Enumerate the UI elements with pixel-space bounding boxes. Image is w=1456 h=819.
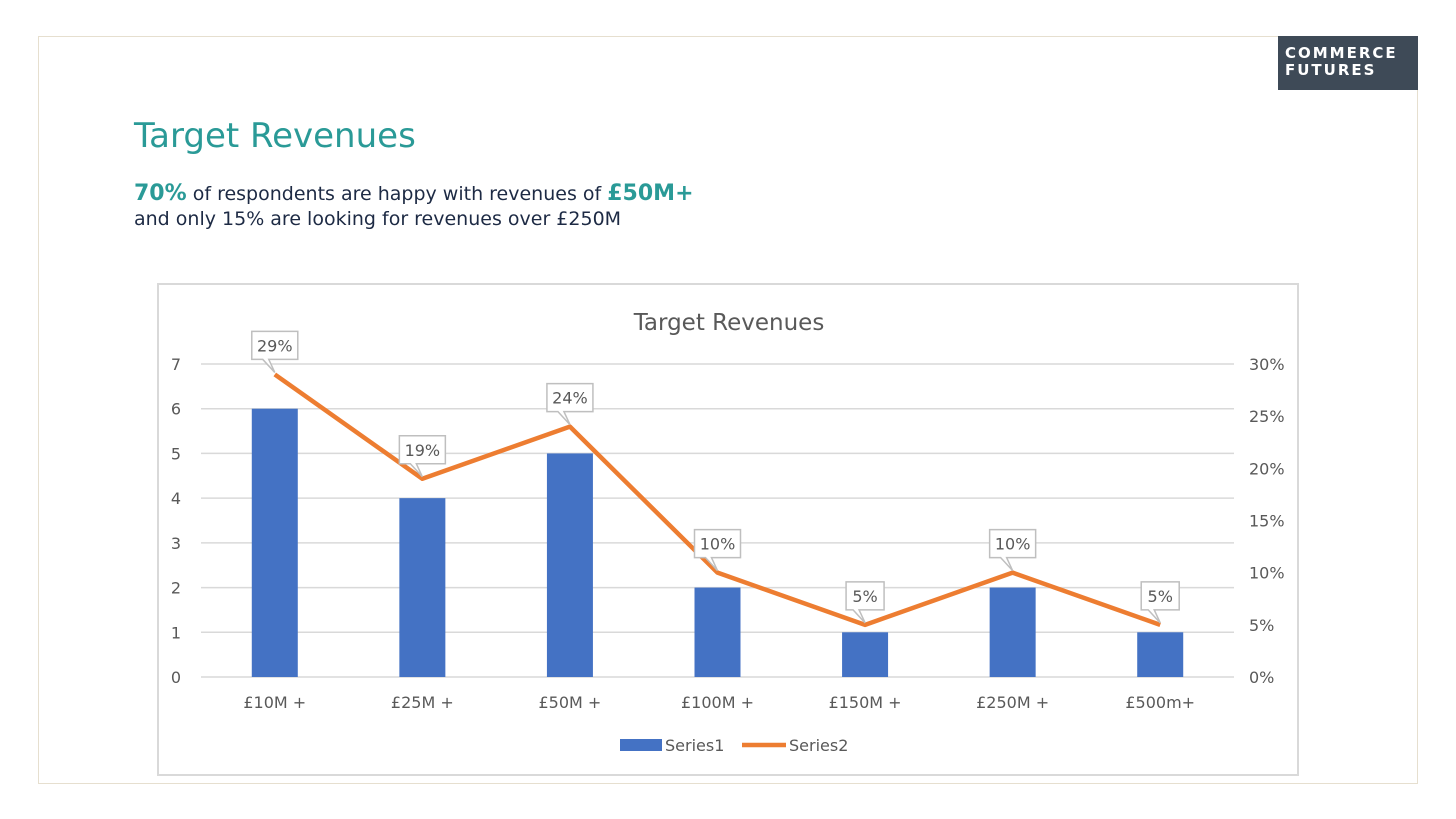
- data-label: 5%: [1148, 587, 1173, 606]
- subtitle-line-1: 70% of respondents are happy with revenu…: [134, 181, 694, 207]
- bar-series1: [251, 408, 298, 677]
- y-right-tick-label: 25%: [1249, 407, 1285, 426]
- subtitle-line-2: and only 15% are looking for revenues ov…: [134, 208, 622, 230]
- y-left-tick-label: 5: [171, 444, 181, 463]
- x-tick-label: £500m+: [1125, 693, 1195, 712]
- y-left-tick-label: 0: [171, 668, 181, 687]
- x-tick-label: £25M +: [391, 693, 454, 712]
- chart-title: Target Revenues: [633, 310, 825, 336]
- y-right-tick-label: 20%: [1249, 459, 1285, 478]
- subtitle: 70% of respondents are happy with revenu…: [134, 181, 694, 232]
- data-label-callout: [546, 382, 594, 426]
- brand-logo: COMMERCE FUTURES: [1278, 36, 1418, 90]
- page-title: Target Revenues: [134, 116, 416, 156]
- data-label: 24%: [552, 389, 588, 408]
- line-series2: [273, 372, 1161, 628]
- x-tick-label: £50M +: [539, 693, 602, 712]
- y-left-tick-label: 6: [171, 400, 181, 419]
- y-left-tick-label: 7: [171, 355, 181, 374]
- data-label: 5%: [852, 587, 877, 606]
- legend-label-series2: Series2: [789, 736, 848, 755]
- y-left-tick-label: 1: [171, 623, 181, 642]
- data-label-callout: [1140, 581, 1180, 624]
- legend-label-series1: Series1: [665, 736, 724, 755]
- logo-line-2: FUTURES: [1285, 61, 1377, 79]
- y-right-tick-label: 30%: [1249, 355, 1285, 374]
- chart-container: Target Revenues 0 1 2 3 4 5 6 7 0% 5% 10% 15% 20% 25%…: [157, 283, 1299, 776]
- bar-series1: [989, 587, 1036, 677]
- legend-swatch-series1: [620, 739, 662, 751]
- bar-series1: [1137, 632, 1184, 677]
- subtitle-highlight-revenue: £50M+: [607, 181, 694, 206]
- chart-svg: Target Revenues 0 1 2 3 4 5 6 7 0% 5% 10% 15% 20% 25%…: [171, 310, 1285, 755]
- data-label-callout: [251, 330, 299, 373]
- x-tick-label: £250M +: [976, 693, 1049, 712]
- subtitle-text: of respondents are happy with revenues o…: [186, 183, 608, 205]
- data-label: 10%: [995, 535, 1031, 554]
- data-label: 29%: [257, 336, 293, 355]
- y-right-tick-label: 10%: [1249, 564, 1285, 583]
- data-label-callout: [845, 581, 885, 624]
- logo-line-1: COMMERCE: [1285, 44, 1398, 62]
- y-right-tick-label: 0%: [1249, 668, 1274, 687]
- y-right-tick-label: 5%: [1249, 616, 1274, 635]
- bar-series1: [399, 498, 446, 677]
- y-left-tick-label: 4: [171, 489, 181, 508]
- bar-series1: [694, 587, 741, 677]
- subtitle-highlight-percent: 70%: [134, 181, 187, 206]
- bar-series1: [546, 453, 593, 677]
- y-left-tick-label: 2: [171, 579, 181, 598]
- x-tick-label: £10M +: [243, 693, 306, 712]
- data-label-callout: [693, 528, 742, 572]
- y-left-tick-label: 3: [171, 534, 181, 553]
- data-label: 19%: [405, 441, 441, 460]
- data-label: 10%: [700, 535, 736, 554]
- x-tick-label: £150M +: [829, 693, 902, 712]
- bar-series1: [842, 632, 889, 677]
- x-tick-label: £100M +: [681, 693, 754, 712]
- y-right-tick-label: 15%: [1249, 512, 1285, 531]
- data-label-callout: [398, 435, 447, 478]
- data-label-callout: [988, 528, 1037, 572]
